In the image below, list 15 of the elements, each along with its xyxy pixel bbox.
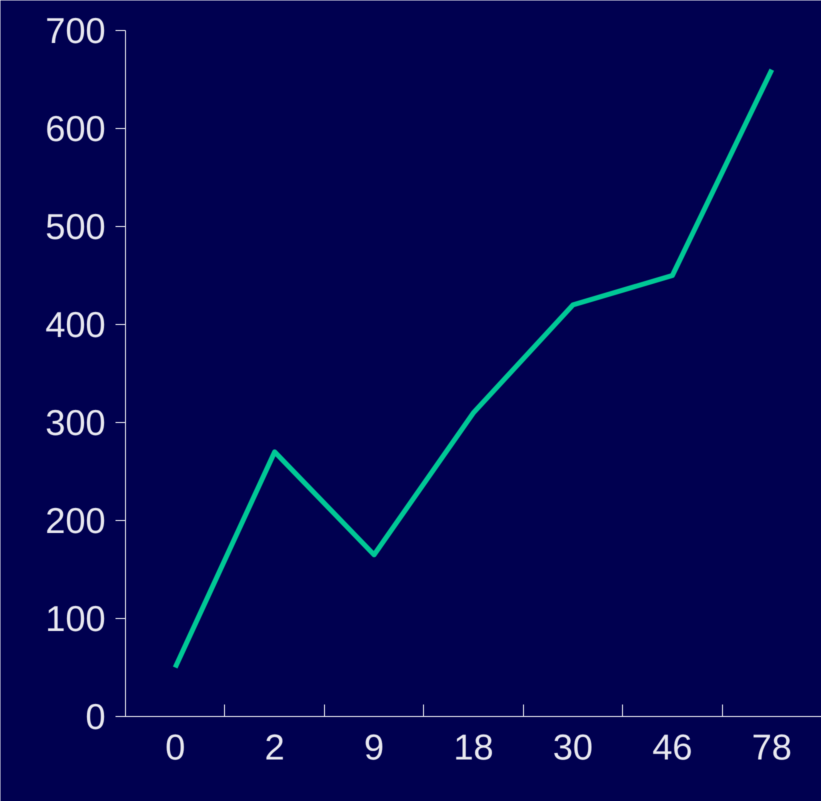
y-tick-label: 500 [45,206,106,247]
y-tick-label: 300 [45,402,106,443]
x-tick-label: 78 [752,726,792,768]
x-tick-label: 46 [652,726,692,768]
x-tick-label: 9 [364,726,384,768]
y-tick-label: 0 [85,696,106,737]
x-tick-label: 18 [453,726,494,768]
y-tick-label: 400 [45,304,106,345]
x-tick-label: 30 [552,726,593,768]
y-tick-label: 600 [45,108,106,149]
y-tick-label: 700 [45,10,106,51]
x-tick-label: 0 [165,726,186,768]
y-tick-label: 200 [45,500,106,541]
x-tick-label: 2 [264,726,285,768]
y-tick-label: 100 [45,598,106,639]
